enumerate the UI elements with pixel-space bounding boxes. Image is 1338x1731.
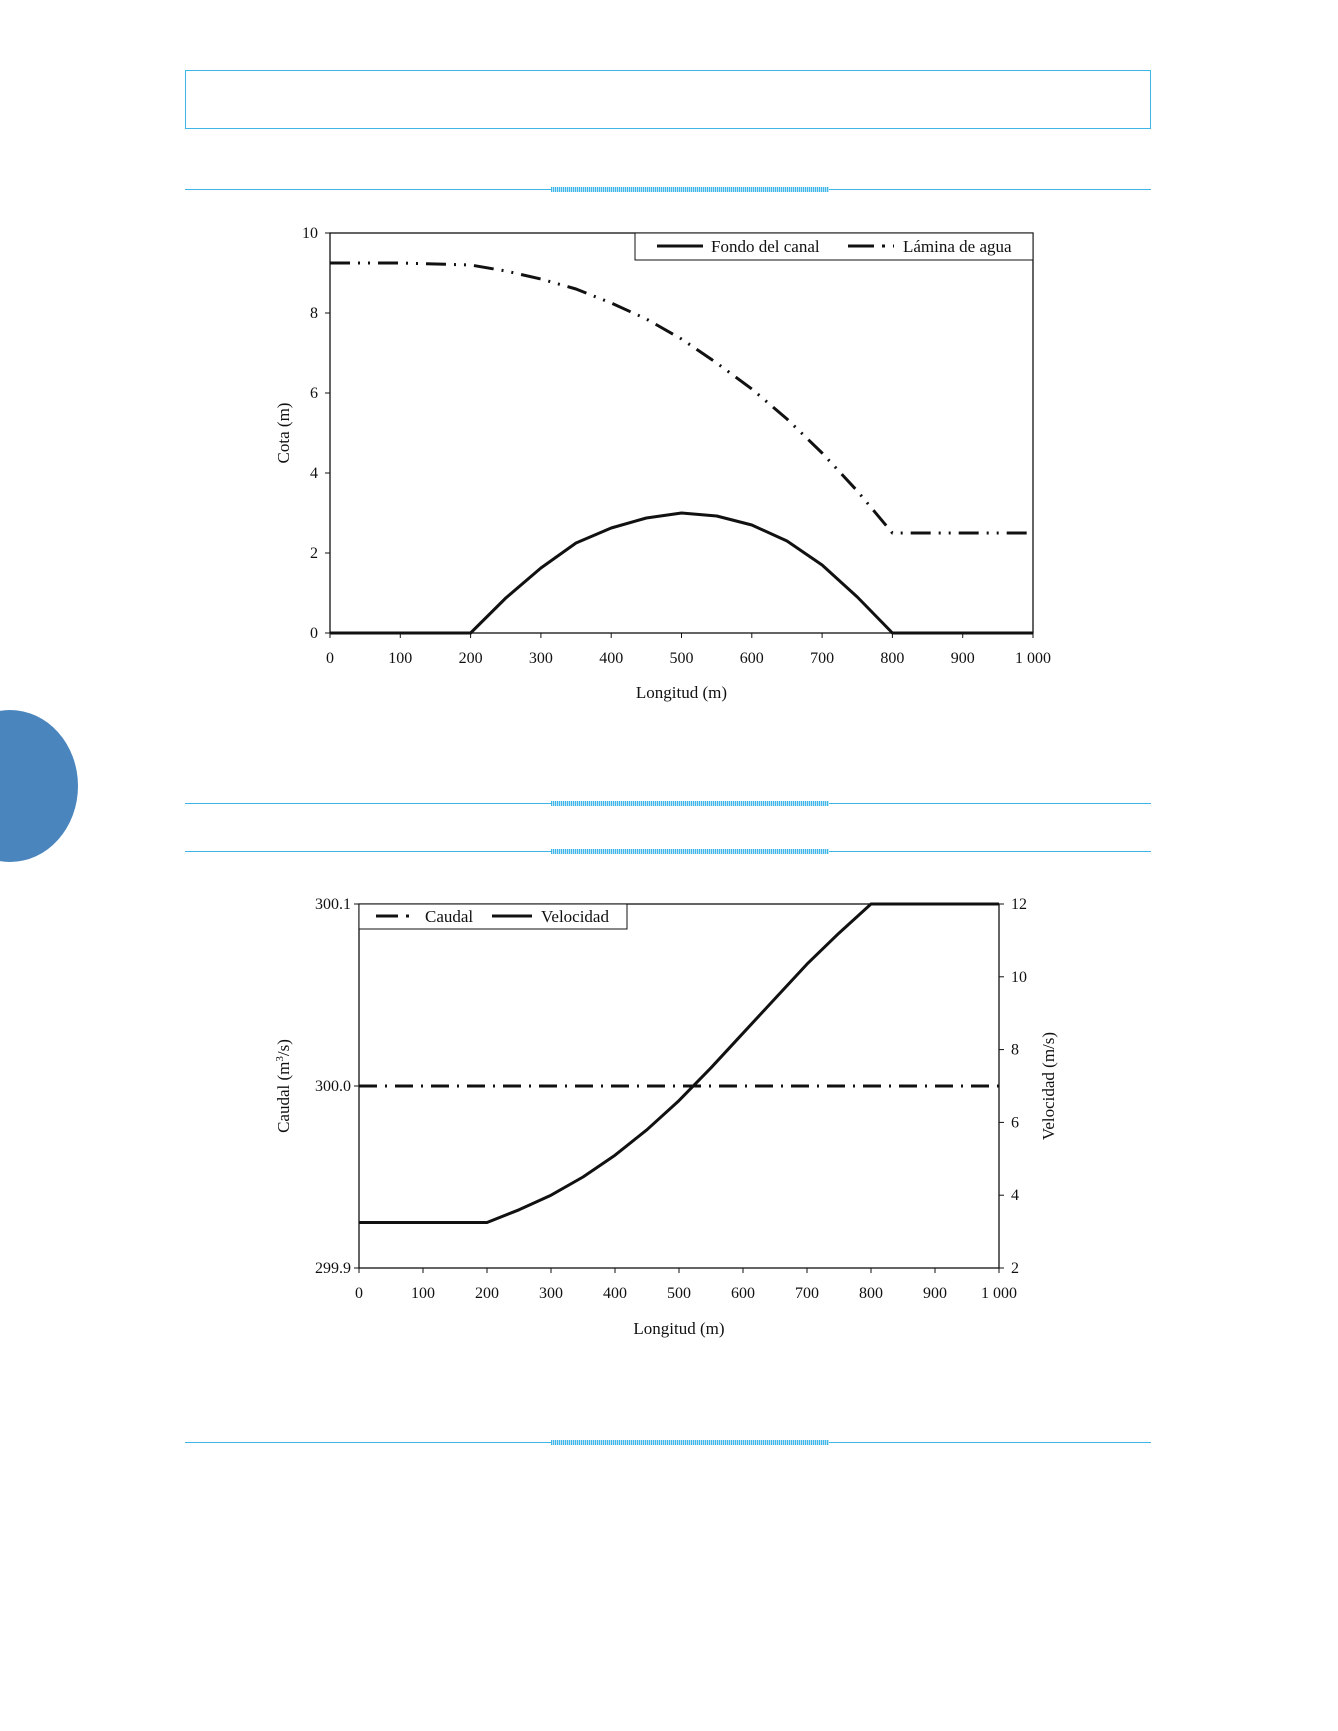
x-tick-label: 400 [599,650,623,667]
series-line [359,902,999,1224]
x-tick-label: 100 [388,650,412,667]
x-tick-label: 700 [810,650,834,667]
legend-label: Fondo del canal [711,237,820,256]
rule-accent [551,187,829,192]
x-tick-label: 500 [667,1285,691,1302]
figure-1-top-rule [185,187,1151,192]
y2-tick-label: 2 [1011,1260,1019,1277]
rule-accent [551,1440,829,1445]
legend-label: Caudal [425,907,473,926]
y-tick-label: 299.9 [315,1260,351,1277]
y-tick-label: 2 [310,545,318,562]
y-tick-label: 0 [310,625,318,642]
x-axis-label: Longitud (m) [636,683,727,702]
x-tick-label: 900 [951,650,975,667]
y2-tick-label: 8 [1011,1042,1019,1059]
y-axis-label: Caudal (m3/s) [274,1039,293,1133]
x-tick-label: 300 [539,1285,563,1302]
x-tick-label: 200 [475,1285,499,1302]
y-tick-label: 300.0 [315,1078,351,1095]
legend-label: Lámina de agua [903,237,1012,256]
x-tick-label: 600 [731,1285,755,1302]
x-tick-label: 800 [880,650,904,667]
y-tick-label: 10 [302,225,318,242]
y-tick-label: 6 [310,385,318,402]
figure-2-top-rule [185,849,1151,854]
x-tick-label: 300 [529,650,553,667]
x-tick-label: 100 [411,1285,435,1302]
x-tick-label: 0 [355,1285,363,1302]
x-tick-label: 700 [795,1285,819,1302]
y-tick-label: 4 [310,465,318,482]
y2-tick-label: 4 [1011,1187,1019,1204]
rule-accent [551,849,829,854]
x-tick-label: 500 [670,650,694,667]
x-tick-label: 200 [459,650,483,667]
x-tick-label: 1 000 [981,1285,1017,1302]
figure-1-bottom-rule [185,801,1151,806]
rule-accent [551,801,829,806]
y-tick-label: 8 [310,305,318,322]
x-axis-label: Longitud (m) [633,1319,724,1338]
x-tick-label: 800 [859,1285,883,1302]
series-line [330,511,1033,635]
y2-tick-label: 10 [1011,969,1027,986]
x-tick-label: 600 [740,650,764,667]
y-axis-label: Cota (m) [274,403,293,464]
x-tick-label: 1 000 [1015,650,1051,667]
chart-cota-longitud: 0 100 200 300 400 500 600 700 800 900 1 000 0 2 4 6 8 10… [274,225,1051,702]
x-tick-label: 0 [326,650,334,667]
y2-tick-label: 6 [1011,1114,1019,1131]
header-frame [185,70,1151,129]
figure-2-bottom-rule [185,1440,1151,1445]
y2-axis-label: Velocidad (m/s) [1039,1032,1058,1140]
y2-tick-label: 12 [1011,896,1027,913]
x-tick-label: 900 [923,1285,947,1302]
legend-label: Velocidad [541,907,609,926]
y-tick-label: 300.1 [315,896,351,913]
x-tick-label: 400 [603,1285,627,1302]
series-line [330,261,1033,535]
